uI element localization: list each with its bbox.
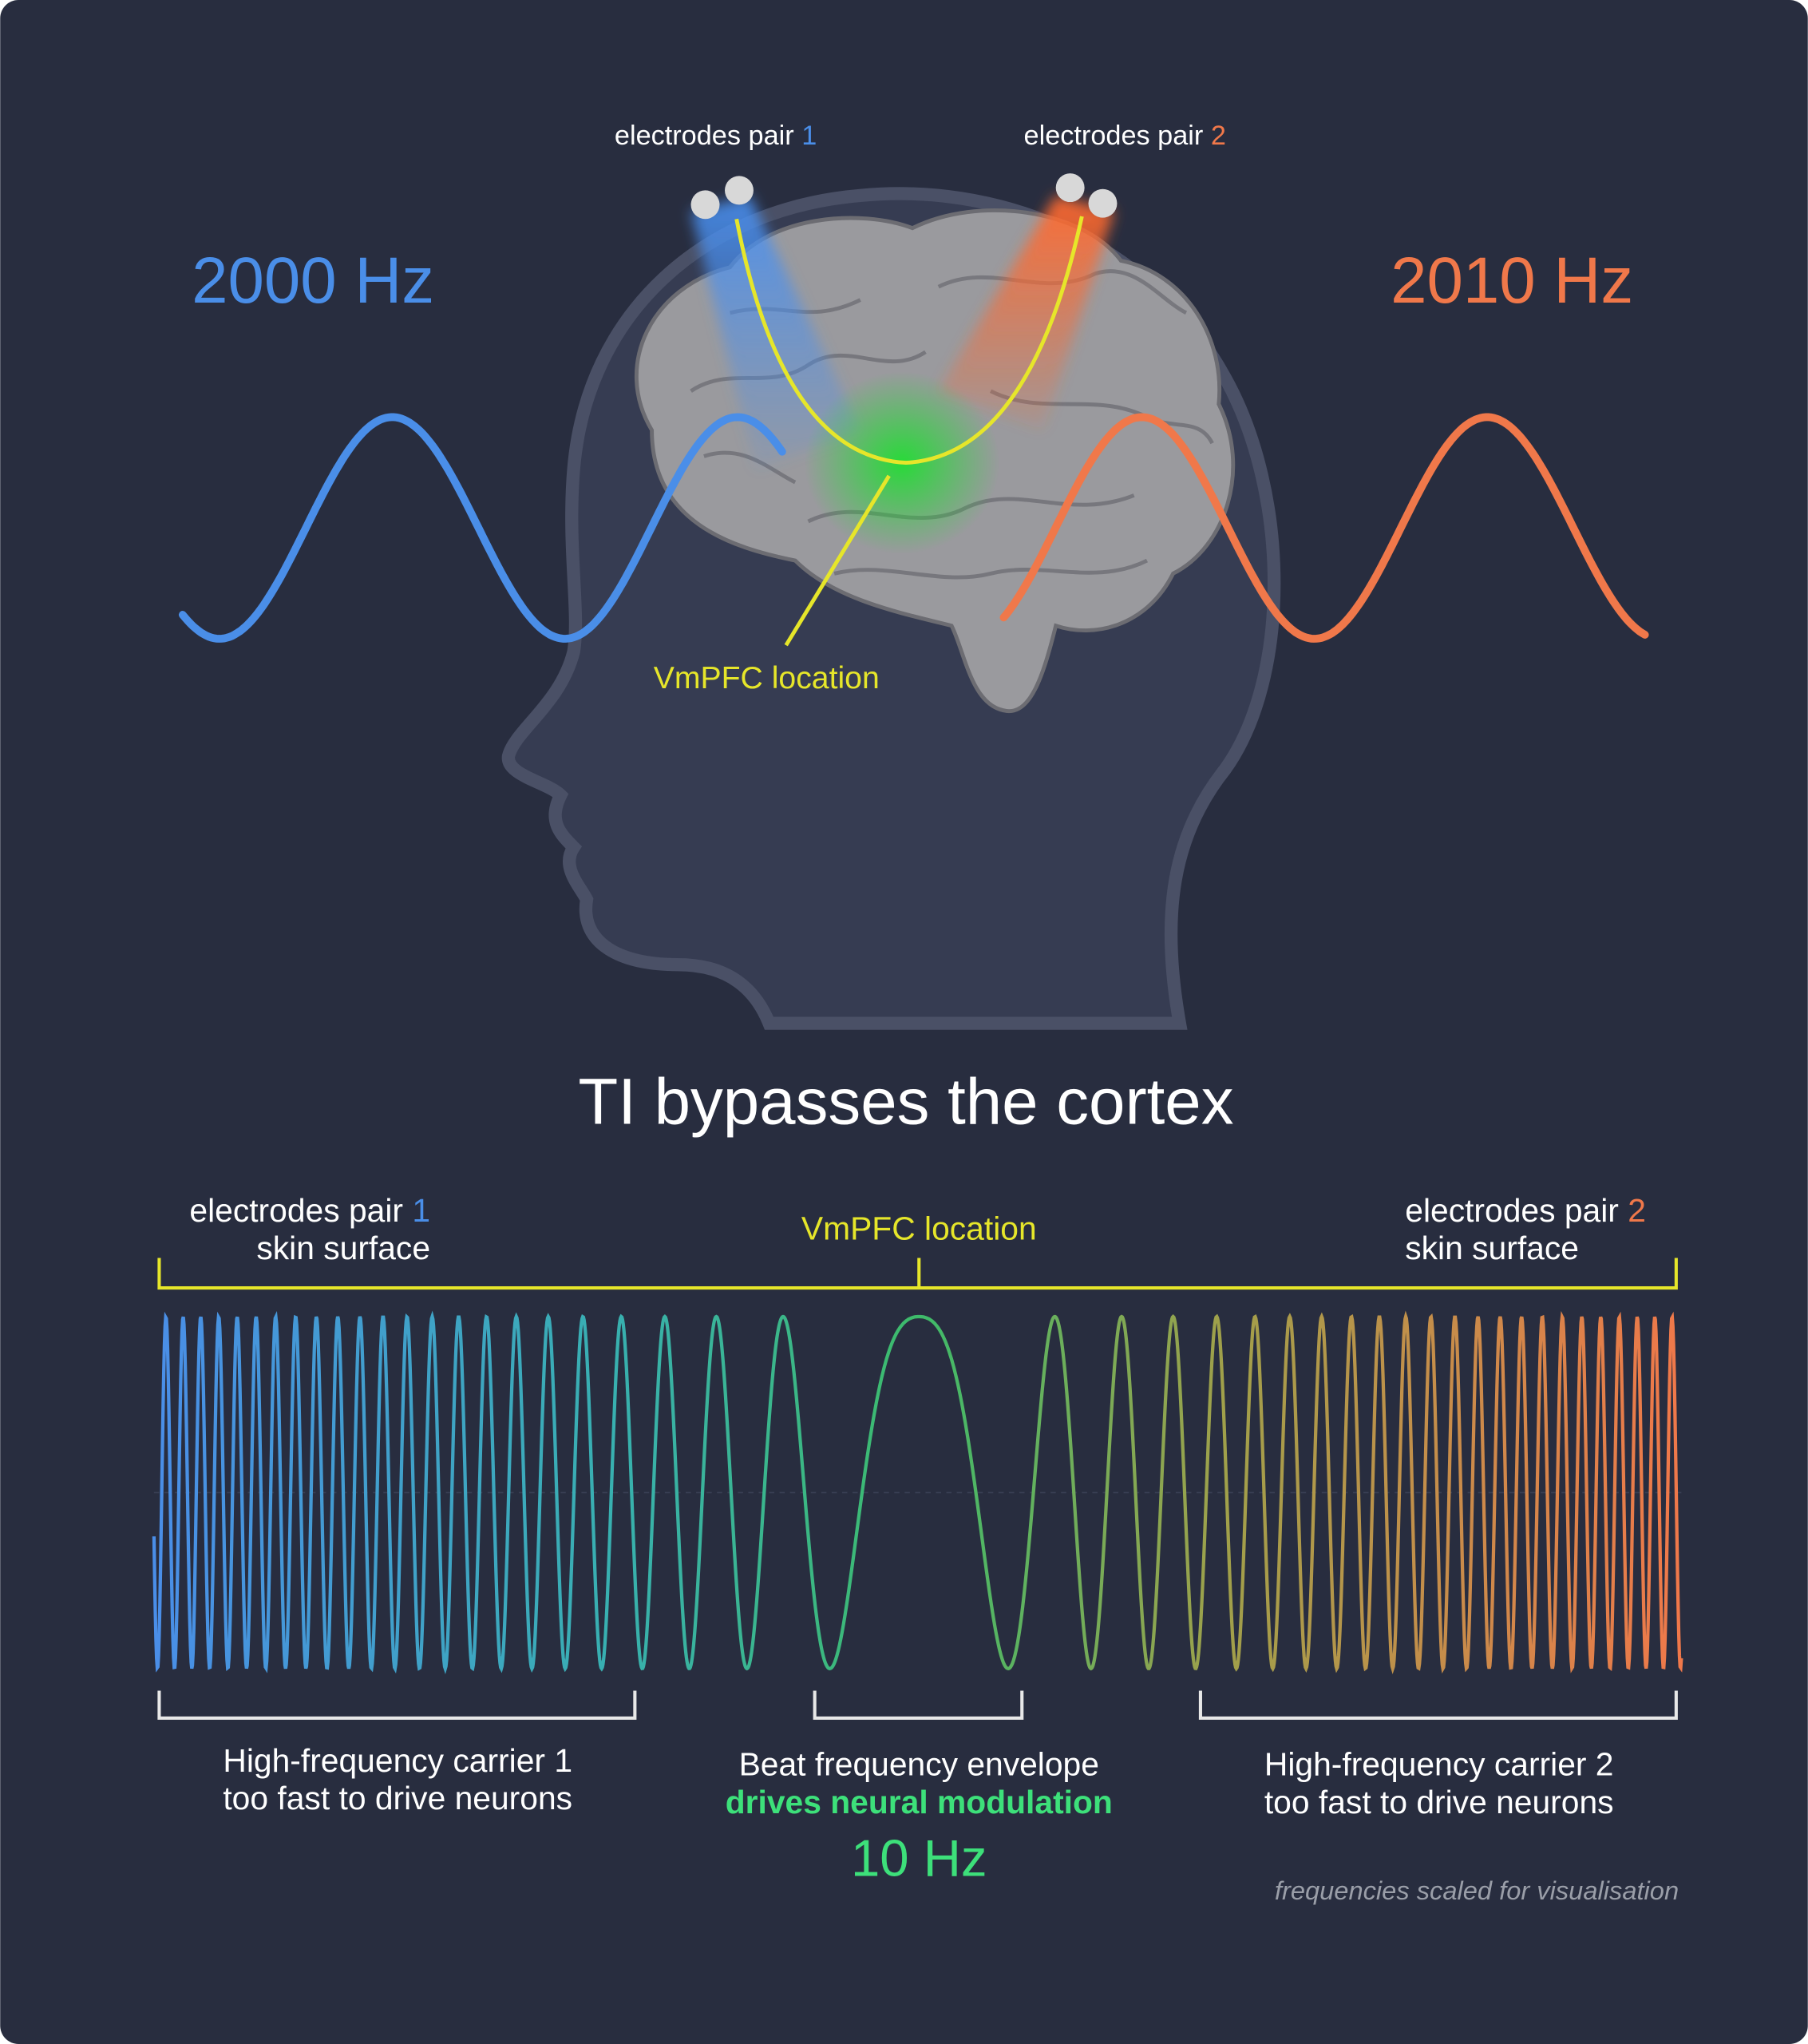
electrode-label: electrodes pair 1 (189, 1192, 430, 1229)
caption: too fast to drive neurons (1264, 1784, 1614, 1820)
electrode-beam-2 (938, 195, 1115, 430)
electrode (690, 190, 720, 220)
label-text: electrodes pair (1405, 1192, 1619, 1229)
label-text: electrodes pair (1024, 121, 1204, 151)
label-number: 1 (801, 121, 817, 151)
electrode-beam-1 (690, 195, 860, 469)
electrode (725, 176, 754, 205)
label-text: electrodes pair (189, 1192, 403, 1229)
label-number: 2 (1628, 1192, 1646, 1229)
frequency-label: 2010 Hz (1391, 244, 1633, 317)
title: TI bypasses the cortex (578, 1065, 1233, 1138)
label-number: 1 (412, 1192, 430, 1229)
caption: too fast to drive neurons (223, 1780, 572, 1816)
footnote: frequencies scaled for visualisation (1275, 1876, 1679, 1905)
pointer-line (784, 474, 891, 647)
surface-label: skin surface (256, 1230, 430, 1266)
wave-left (178, 413, 786, 643)
label-number: 2 (1211, 121, 1226, 151)
target-label: VmPFC location (654, 661, 880, 695)
caption-highlight: drives neural modulation (726, 1784, 1113, 1820)
skin-bracket (157, 1258, 1678, 1290)
target-label: VmPFC location (801, 1210, 1037, 1247)
electrode (1055, 173, 1085, 203)
beat-frequency: 10 Hz (851, 1828, 987, 1887)
electrode (1088, 188, 1118, 218)
surface-label: skin surface (1405, 1230, 1579, 1266)
interference-wave (152, 1310, 1683, 1674)
wave-right (999, 413, 1649, 643)
electrode-label: electrodes pair 2 (1024, 121, 1226, 151)
caption: Beat frequency envelope (739, 1746, 1099, 1783)
region-brackets (157, 1690, 1678, 1720)
label-text: electrodes pair (615, 121, 794, 151)
caption: High-frequency carrier 2 (1264, 1746, 1614, 1783)
current-path (734, 216, 1084, 465)
electrode-label: electrodes pair 2 (1405, 1192, 1646, 1229)
electrode-label: electrodes pair 1 (615, 121, 817, 151)
caption: High-frequency carrier 1 (223, 1742, 572, 1779)
frequency-label: 2000 Hz (192, 244, 434, 317)
